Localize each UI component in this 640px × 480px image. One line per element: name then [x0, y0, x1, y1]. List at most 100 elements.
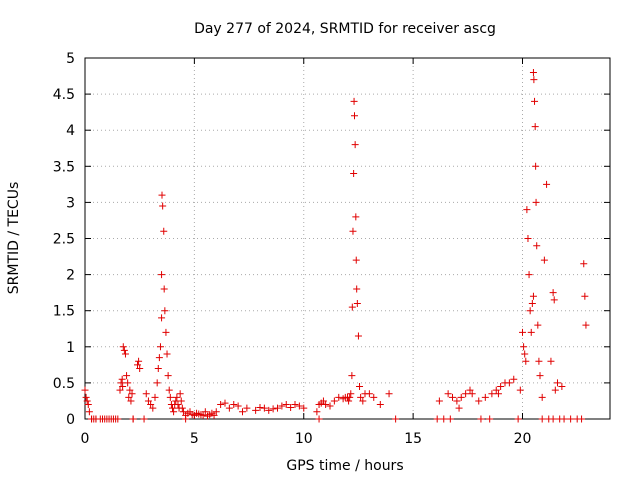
data-point [554, 379, 561, 387]
data-point [547, 357, 555, 365]
y-tick-label: 3.5 [53, 159, 75, 175]
data-point [156, 343, 164, 351]
data-point [356, 383, 364, 391]
data-point [124, 379, 132, 387]
data-point [117, 379, 125, 387]
data-point [453, 397, 461, 405]
data-point [486, 415, 494, 423]
data-point [177, 397, 185, 405]
data-point [350, 97, 358, 105]
data-point [345, 397, 353, 405]
data-point [477, 415, 485, 423]
data-point [435, 397, 443, 405]
data-point [446, 415, 454, 423]
data-point [158, 314, 166, 322]
data-point [165, 386, 173, 394]
data-point [348, 372, 356, 380]
axis-ticks [84, 57, 610, 420]
data-point [282, 401, 290, 409]
data-point [551, 386, 559, 394]
data-point [349, 227, 357, 235]
data-point [174, 401, 182, 409]
y-axis-label: SRMTID / TECUs [6, 182, 22, 295]
data-point [170, 408, 178, 416]
x-tick-label: 0 [81, 431, 90, 447]
x-tick-labels: 0 5 10 15 20 [81, 431, 532, 447]
data-point [166, 393, 174, 401]
data-point [118, 375, 126, 383]
data-point [534, 321, 542, 329]
data-point [83, 397, 91, 405]
x-tick-label: 20 [514, 431, 532, 447]
data-point [528, 299, 536, 307]
data-point [560, 415, 568, 423]
data-point [582, 321, 590, 329]
data-point [128, 390, 136, 398]
data-point [326, 402, 334, 410]
data-point [462, 390, 470, 398]
data-point [523, 206, 531, 214]
data-point [164, 372, 172, 380]
data-point [123, 372, 131, 380]
data-point [287, 403, 295, 411]
data-point [159, 202, 167, 210]
data-point [210, 411, 218, 419]
data-point [260, 404, 268, 412]
data-point [522, 357, 530, 365]
data-point [488, 390, 496, 398]
data-point [119, 343, 127, 351]
data-point [160, 227, 168, 235]
data-point [514, 415, 522, 423]
data-point [549, 289, 557, 297]
x-tick-label: 15 [404, 431, 422, 447]
data-point [125, 393, 133, 401]
data-point [550, 296, 558, 304]
data-point [444, 390, 452, 398]
data-point [346, 393, 354, 401]
data-point [212, 408, 220, 416]
y-tick-label: 0 [66, 412, 75, 428]
y-tick-label: 1 [66, 340, 75, 356]
data-point [352, 213, 360, 221]
data-point [481, 393, 489, 401]
x-tick-label: 5 [190, 431, 199, 447]
data-point [558, 383, 566, 391]
chart-title: Day 277 of 2024, SRMTID for receiver asc… [194, 21, 496, 37]
data-point [532, 198, 540, 206]
data-point [225, 404, 233, 412]
data-point [468, 390, 476, 398]
data-point [84, 401, 92, 409]
data-point [457, 393, 465, 401]
data-point [351, 141, 359, 149]
data-point [492, 386, 500, 394]
data-point [350, 170, 358, 178]
data-point [142, 390, 150, 398]
data-point [134, 361, 141, 369]
data-point [179, 408, 187, 416]
data-point [581, 292, 589, 300]
data-point [348, 303, 356, 311]
data-point [256, 403, 264, 411]
data-point [239, 408, 246, 416]
data-point [531, 97, 539, 105]
data-point [182, 415, 190, 423]
data-point [127, 397, 135, 405]
data-point [126, 386, 134, 394]
data-point [353, 285, 361, 293]
data-point [354, 332, 362, 340]
data-point [155, 354, 163, 362]
data-point [300, 404, 308, 412]
data-point [527, 328, 535, 336]
data-point [173, 393, 181, 401]
data-point [121, 350, 129, 358]
data-point [230, 401, 238, 409]
y-tick-label: 5 [66, 51, 75, 67]
data-point [538, 415, 546, 423]
data-point [433, 415, 441, 423]
data-point [532, 162, 540, 170]
data-point [140, 415, 148, 423]
data-point [153, 379, 161, 387]
data-point [549, 415, 557, 423]
data-point [385, 390, 393, 398]
